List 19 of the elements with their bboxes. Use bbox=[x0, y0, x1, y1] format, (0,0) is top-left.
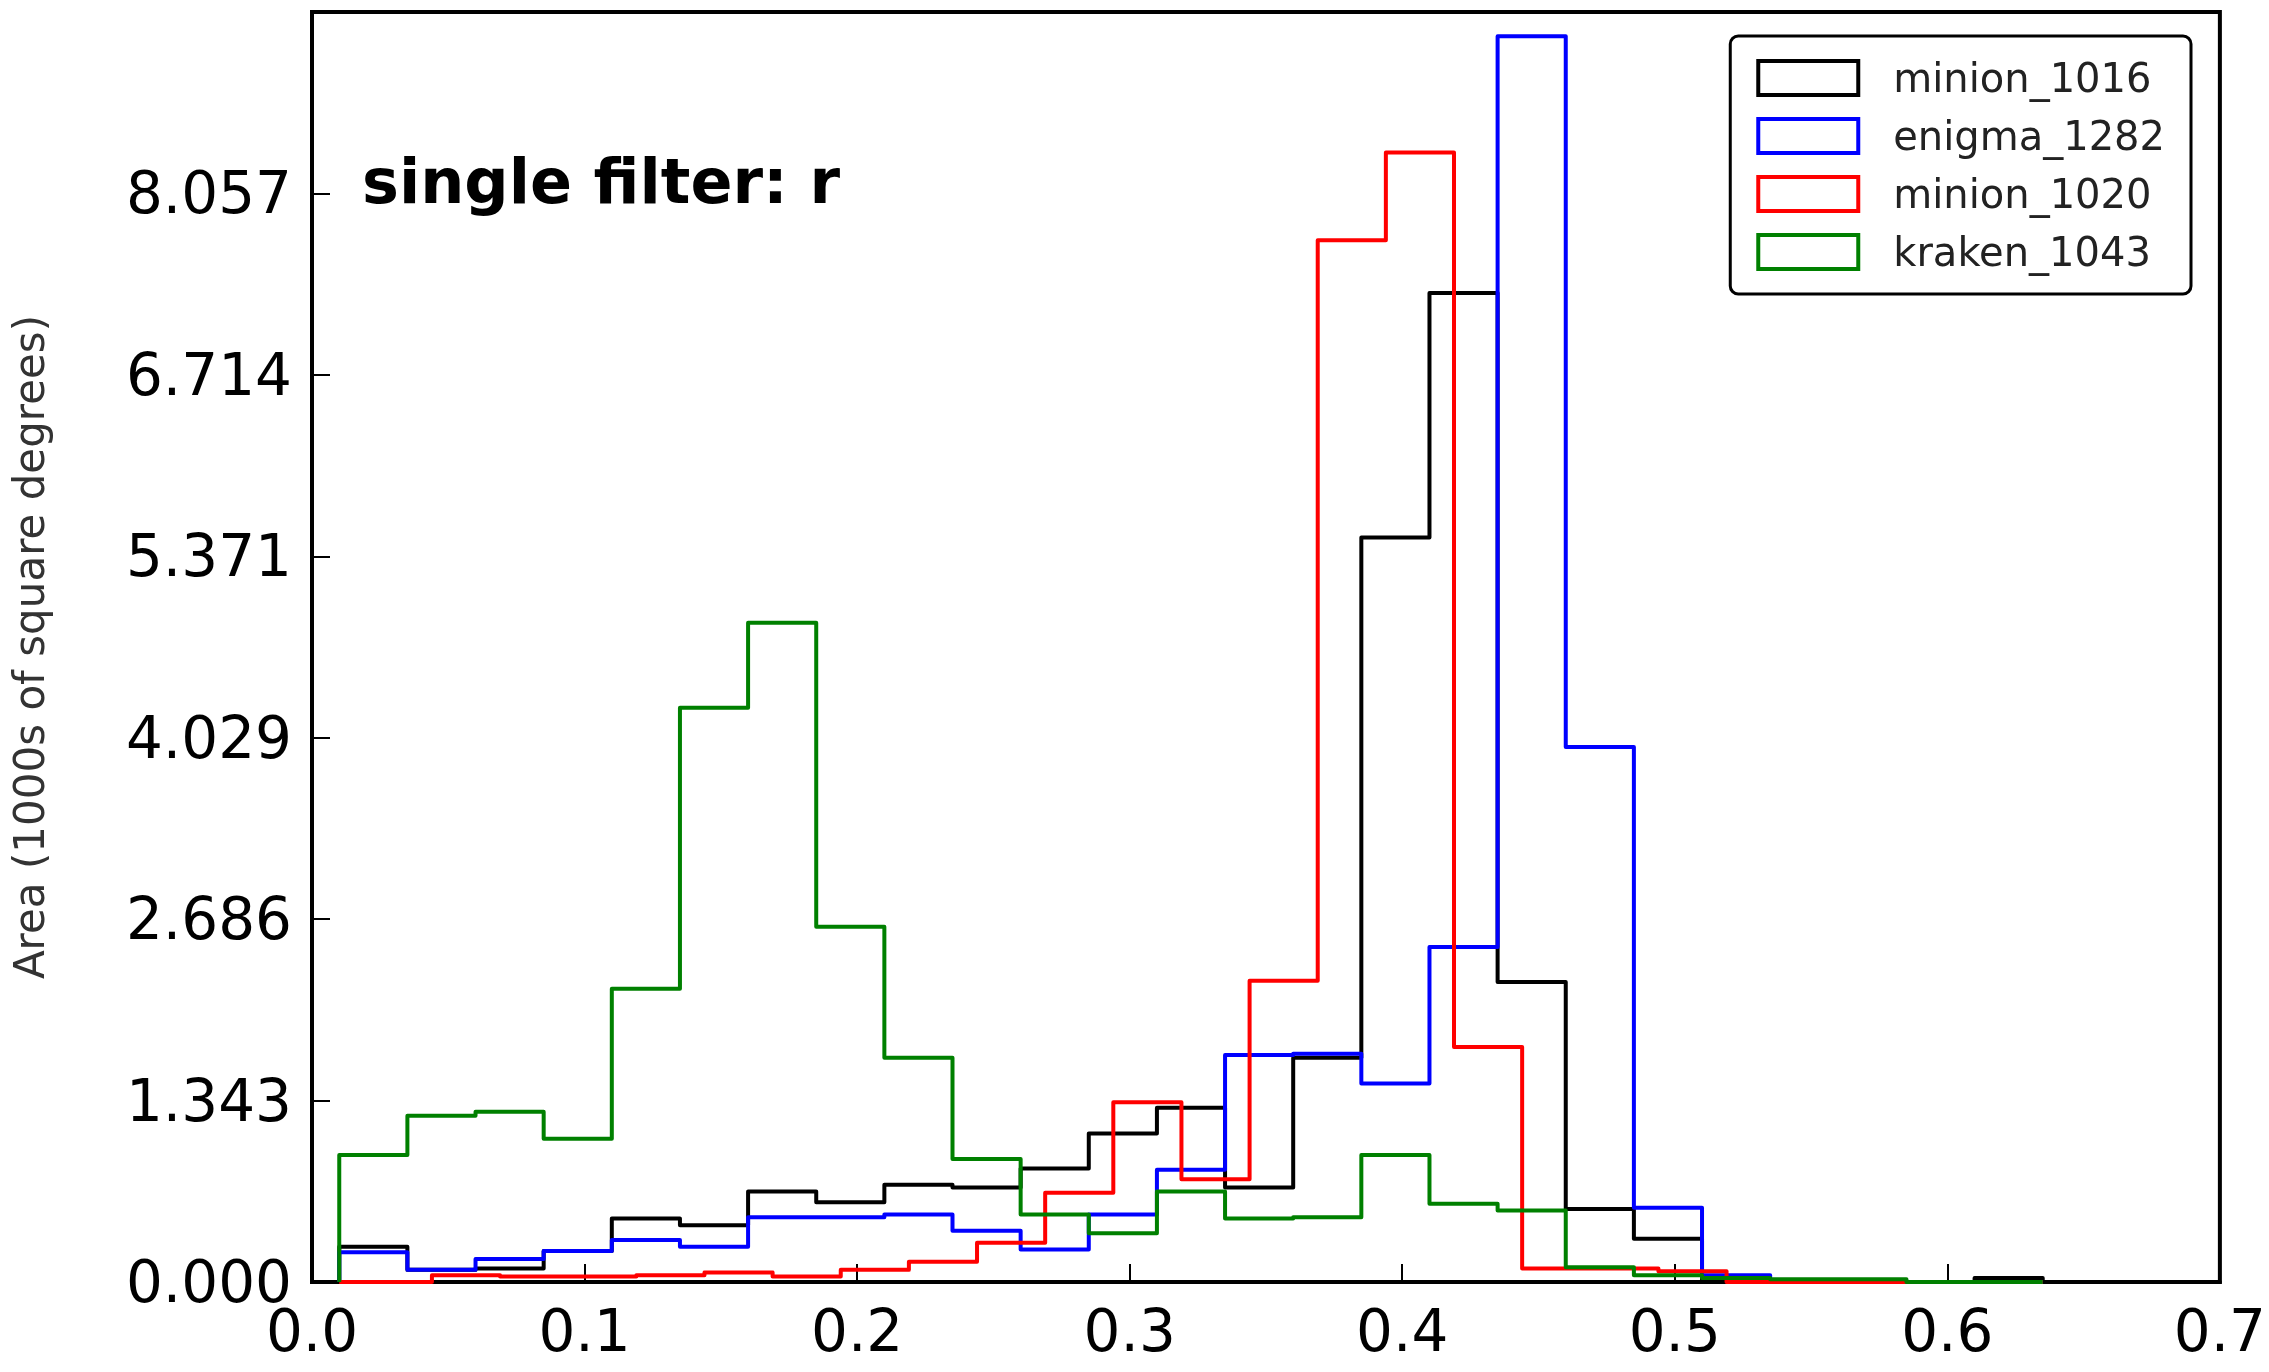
y-axis-title: Area (1000s of square degrees) bbox=[4, 314, 54, 980]
legend-label: minion_1020 bbox=[1893, 171, 2152, 218]
legend-label: kraken_1043 bbox=[1893, 229, 2151, 276]
x-tick-label: 0.1 bbox=[538, 1297, 631, 1365]
x-tick-label: 0.4 bbox=[1356, 1297, 1449, 1365]
y-tick-label: 6.714 bbox=[125, 340, 292, 409]
legend-label: enigma_1282 bbox=[1893, 113, 2166, 160]
y-tick-label: 8.057 bbox=[125, 159, 292, 228]
x-tick-label: 0.6 bbox=[1901, 1297, 1994, 1365]
annotation: single filter: r bbox=[362, 144, 841, 218]
y-tick-label: 1.343 bbox=[125, 1066, 292, 1135]
y-tick-label: 4.029 bbox=[125, 703, 292, 772]
x-tick-label: 0.5 bbox=[1628, 1297, 1721, 1365]
legend-label: minion_1016 bbox=[1893, 55, 2152, 102]
y-tick-label: 2.686 bbox=[125, 885, 292, 954]
x-tick-label: 0.2 bbox=[810, 1297, 904, 1365]
x-tick-label: 0.3 bbox=[1083, 1297, 1176, 1365]
y-tick-label: 5.371 bbox=[125, 522, 292, 591]
x-tick-label: 0.7 bbox=[2173, 1297, 2267, 1365]
